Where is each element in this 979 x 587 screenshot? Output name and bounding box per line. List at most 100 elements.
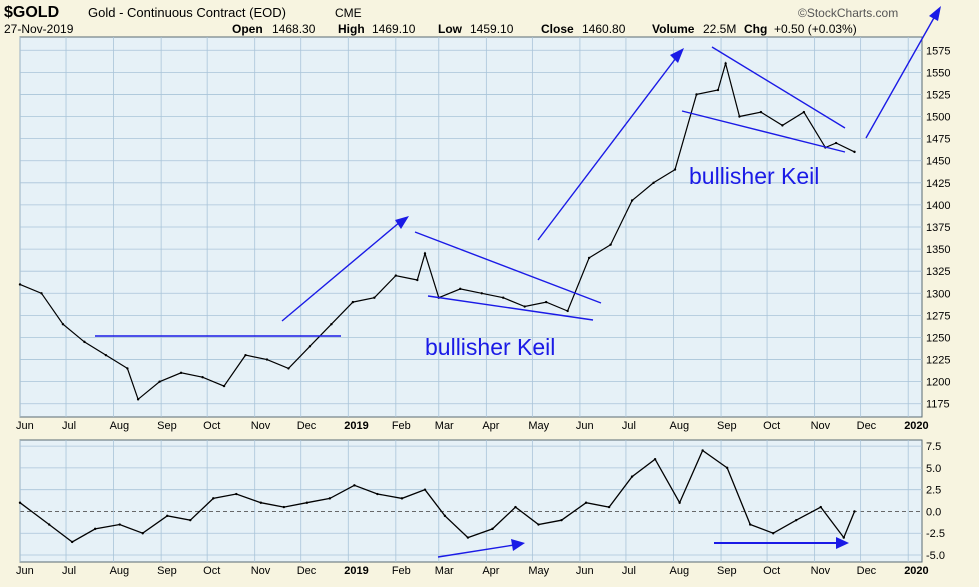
price-point	[373, 296, 376, 299]
osc-xtick-label: Nov	[251, 565, 271, 577]
volume-value: 22.5M	[703, 22, 736, 36]
osc-ytick-label: 0.0	[926, 506, 941, 518]
up-arrow-head-2	[670, 48, 684, 63]
price-point	[244, 353, 247, 357]
price-point	[695, 93, 698, 96]
osc-ytick-label: 2.5	[926, 485, 941, 497]
osc-xtick-label: 2019	[344, 565, 368, 577]
keil-label-1: bullisher Keil	[425, 334, 555, 360]
description: Gold - Continuous Contract (EOD)	[88, 5, 286, 20]
osc-point	[630, 475, 634, 478]
osc-point	[328, 497, 332, 500]
price-xtick-label: Oct	[763, 420, 780, 432]
price-point	[853, 150, 856, 154]
osc-point	[376, 492, 379, 496]
osc-ytick-label: -2.5	[926, 528, 945, 540]
osc-arrow-head-1	[511, 539, 525, 551]
price-xtick-label: Dec	[857, 420, 877, 432]
osc-point	[772, 532, 775, 535]
up-arrow-line-3	[865, 15, 936, 139]
price-point	[158, 380, 161, 383]
price-xtick-label: Nov	[251, 420, 271, 432]
price-point	[308, 345, 312, 348]
osc-arrow-head-2	[836, 537, 849, 549]
osc-xtick-label: May	[528, 565, 549, 577]
osc-point	[560, 518, 563, 522]
osc-ytick-label: -5.0	[926, 550, 945, 562]
osc-point	[47, 523, 51, 526]
price-point	[416, 278, 419, 282]
price-ytick-label: 1300	[926, 288, 950, 300]
price-xtick-label: Aug	[669, 420, 689, 432]
osc-point	[537, 523, 540, 526]
low-value: 1459.10	[470, 22, 514, 36]
price-point	[18, 283, 22, 286]
price-point	[523, 305, 526, 308]
price-xtick-label: Dec	[297, 420, 317, 432]
osc-point	[282, 505, 286, 509]
osc-xtick-label: Nov	[811, 565, 831, 577]
wedge2-top-line	[711, 46, 846, 129]
price-xtick-label: 2020	[904, 420, 928, 432]
osc-xtick-label: Jun	[576, 565, 594, 577]
price-point	[630, 199, 634, 202]
price-ytick-label: 1400	[926, 200, 950, 212]
osc-point	[819, 505, 822, 509]
price-xtick-label: Jun	[576, 420, 594, 432]
price-ytick-label: 1350	[926, 244, 950, 256]
price-point	[544, 300, 548, 304]
osc-point	[678, 501, 681, 504]
osc-xtick-label: Oct	[203, 565, 220, 577]
exchange: CME	[335, 6, 362, 20]
price-point	[459, 287, 462, 291]
wedge1-bottom-line	[427, 295, 594, 321]
price-point	[587, 256, 591, 260]
price-point	[781, 124, 784, 127]
osc-point	[443, 514, 447, 518]
volume-label: Volume	[652, 22, 695, 36]
osc-point	[305, 501, 309, 504]
osc-point	[259, 501, 263, 504]
price-point	[759, 110, 763, 114]
osc-point	[400, 497, 404, 500]
osc-xtick-label: 2020	[904, 565, 928, 577]
price-point	[104, 353, 108, 357]
osc-xtick-label: Jul	[62, 565, 76, 577]
oscillator-panel	[19, 439, 923, 563]
price-ytick-label: 1275	[926, 310, 950, 322]
price-point	[716, 88, 720, 92]
price-grid	[19, 37, 922, 417]
osc-point	[842, 536, 845, 539]
osc-point	[235, 492, 238, 496]
osc-xtick-label: Sep	[717, 565, 737, 577]
price-xtick-label: Nov	[811, 420, 831, 432]
osc-point	[584, 501, 588, 504]
price-point	[179, 371, 183, 375]
price-point	[423, 252, 427, 255]
price-point	[201, 376, 204, 379]
price-point	[609, 243, 612, 246]
price-ytick-label: 1425	[926, 178, 950, 190]
price-point	[738, 115, 741, 118]
osc-xtick-label: Apr	[482, 565, 499, 577]
high-value: 1469.10	[372, 22, 416, 36]
price-xtick-label: 2019	[344, 420, 368, 432]
osc-point	[93, 527, 97, 531]
up-arrow-line-1	[281, 221, 401, 322]
osc-arrow-line-1	[437, 544, 515, 558]
price-point	[83, 340, 86, 344]
trend-annotations	[95, 6, 941, 558]
up-arrow-head-3	[929, 6, 941, 21]
osc-point	[70, 540, 74, 544]
source-credit: ©StockCharts.com	[798, 6, 898, 20]
price-ytick-label: 1450	[926, 156, 950, 168]
osc-xtick-label: Sep	[157, 565, 177, 577]
date: 27-Nov-2019	[4, 22, 74, 36]
osc-xtick-label: Feb	[392, 565, 411, 577]
price-xtick-label: Feb	[392, 420, 411, 432]
price-ytick-label: 1375	[926, 222, 950, 234]
osc-point	[795, 518, 798, 522]
osc-xtick-label: Aug	[669, 565, 689, 577]
price-xtick-label: Jul	[622, 420, 636, 432]
close-label: Close	[541, 22, 574, 36]
